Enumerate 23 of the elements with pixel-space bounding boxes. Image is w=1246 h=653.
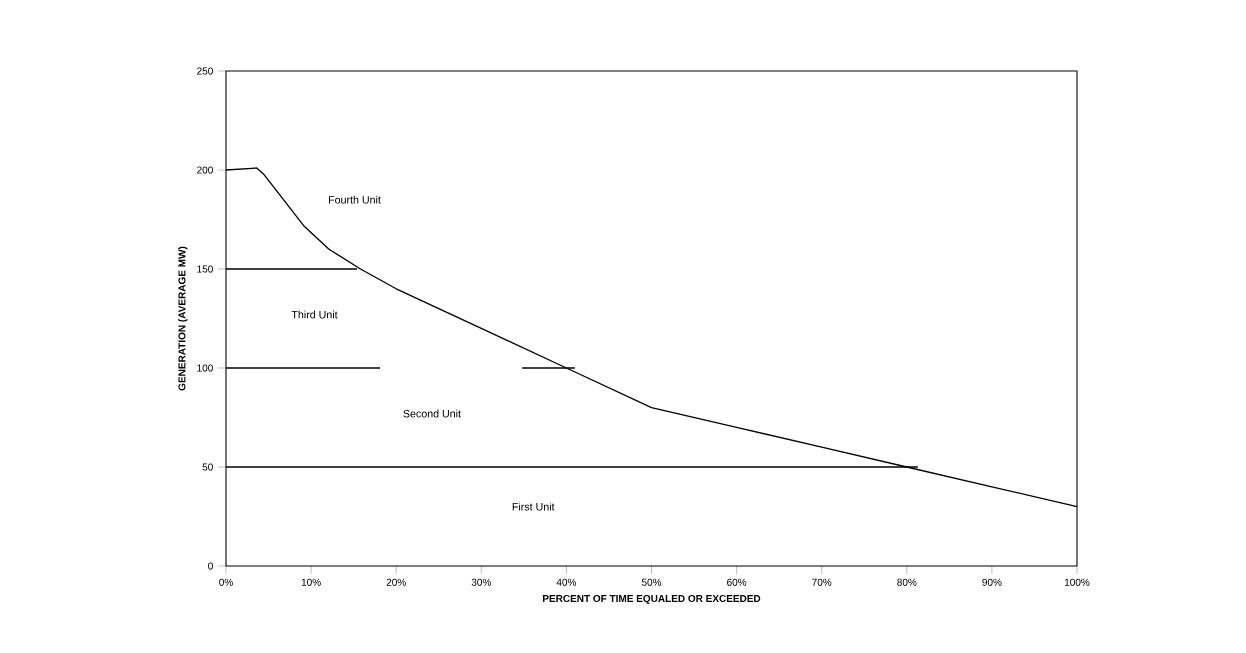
x-tick-label: 90% (982, 578, 1002, 586)
y-axis-title: GENERATION (AVERAGE MW) (178, 246, 188, 391)
x-tick-label: 30% (471, 578, 491, 586)
x-tick-label: 100% (1064, 578, 1090, 586)
y-tick-label: 250 (197, 67, 213, 75)
annotation: Fourth Unit (329, 195, 381, 204)
x-tick-label: 60% (727, 578, 747, 586)
annotation: First Unit (512, 502, 555, 511)
x-axis-title: PERCENT OF TIME EQUALED OR EXCEEDED (543, 594, 761, 604)
x-tick-label: 40% (556, 578, 577, 586)
x-tick-label: 70% (812, 578, 832, 586)
x-tick-label: 20% (386, 578, 406, 586)
annotation: Third Unit (291, 310, 338, 319)
y-tick-label: 0 (208, 562, 213, 570)
annotation: Second Unit (403, 409, 461, 418)
x-tick-label: 50% (641, 578, 662, 586)
y-tick-label: 150 (197, 265, 213, 273)
x-tick-label: 0% (219, 578, 233, 586)
y-tick-label: 50 (202, 463, 213, 471)
x-tick-label: 10% (301, 578, 321, 586)
x-tick-label: 80% (897, 578, 917, 586)
y-tick-label: 200 (197, 166, 213, 174)
y-tick-label: 100 (197, 364, 213, 372)
